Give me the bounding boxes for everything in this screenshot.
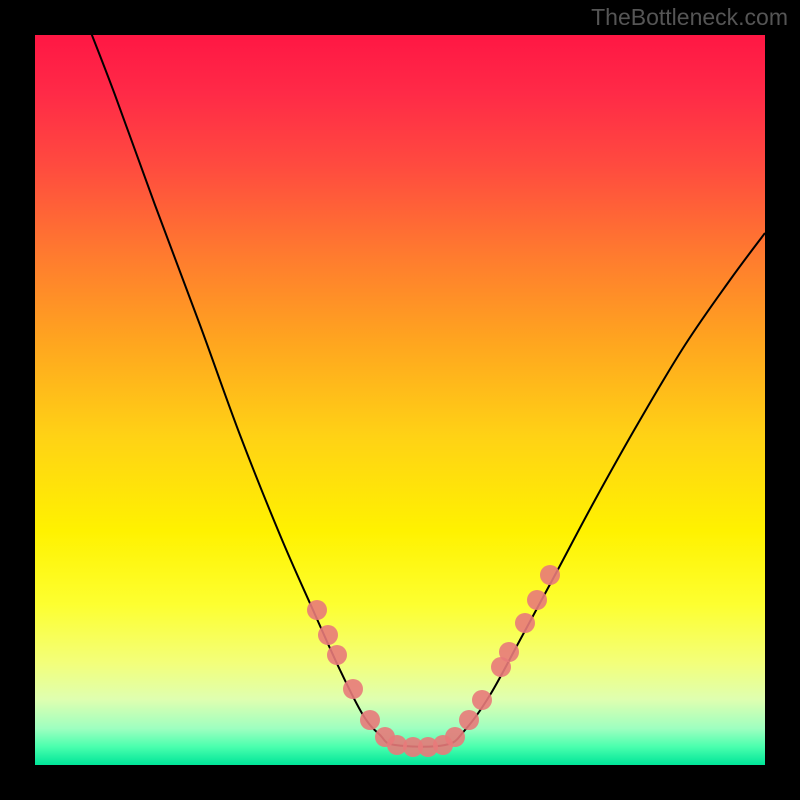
data-marker	[499, 642, 519, 662]
data-marker	[459, 710, 479, 730]
data-marker	[307, 600, 327, 620]
data-marker	[527, 590, 547, 610]
data-marker	[318, 625, 338, 645]
data-marker	[327, 645, 347, 665]
data-marker	[343, 679, 363, 699]
data-marker	[360, 710, 380, 730]
data-marker	[445, 727, 465, 747]
data-marker	[540, 565, 560, 585]
curve-layer	[35, 35, 765, 765]
data-marker	[515, 613, 535, 633]
watermark: TheBottleneck.com	[591, 4, 788, 31]
plot-area	[35, 35, 765, 765]
marker-group	[307, 565, 560, 757]
data-marker	[472, 690, 492, 710]
bottleneck-curve	[88, 35, 765, 747]
